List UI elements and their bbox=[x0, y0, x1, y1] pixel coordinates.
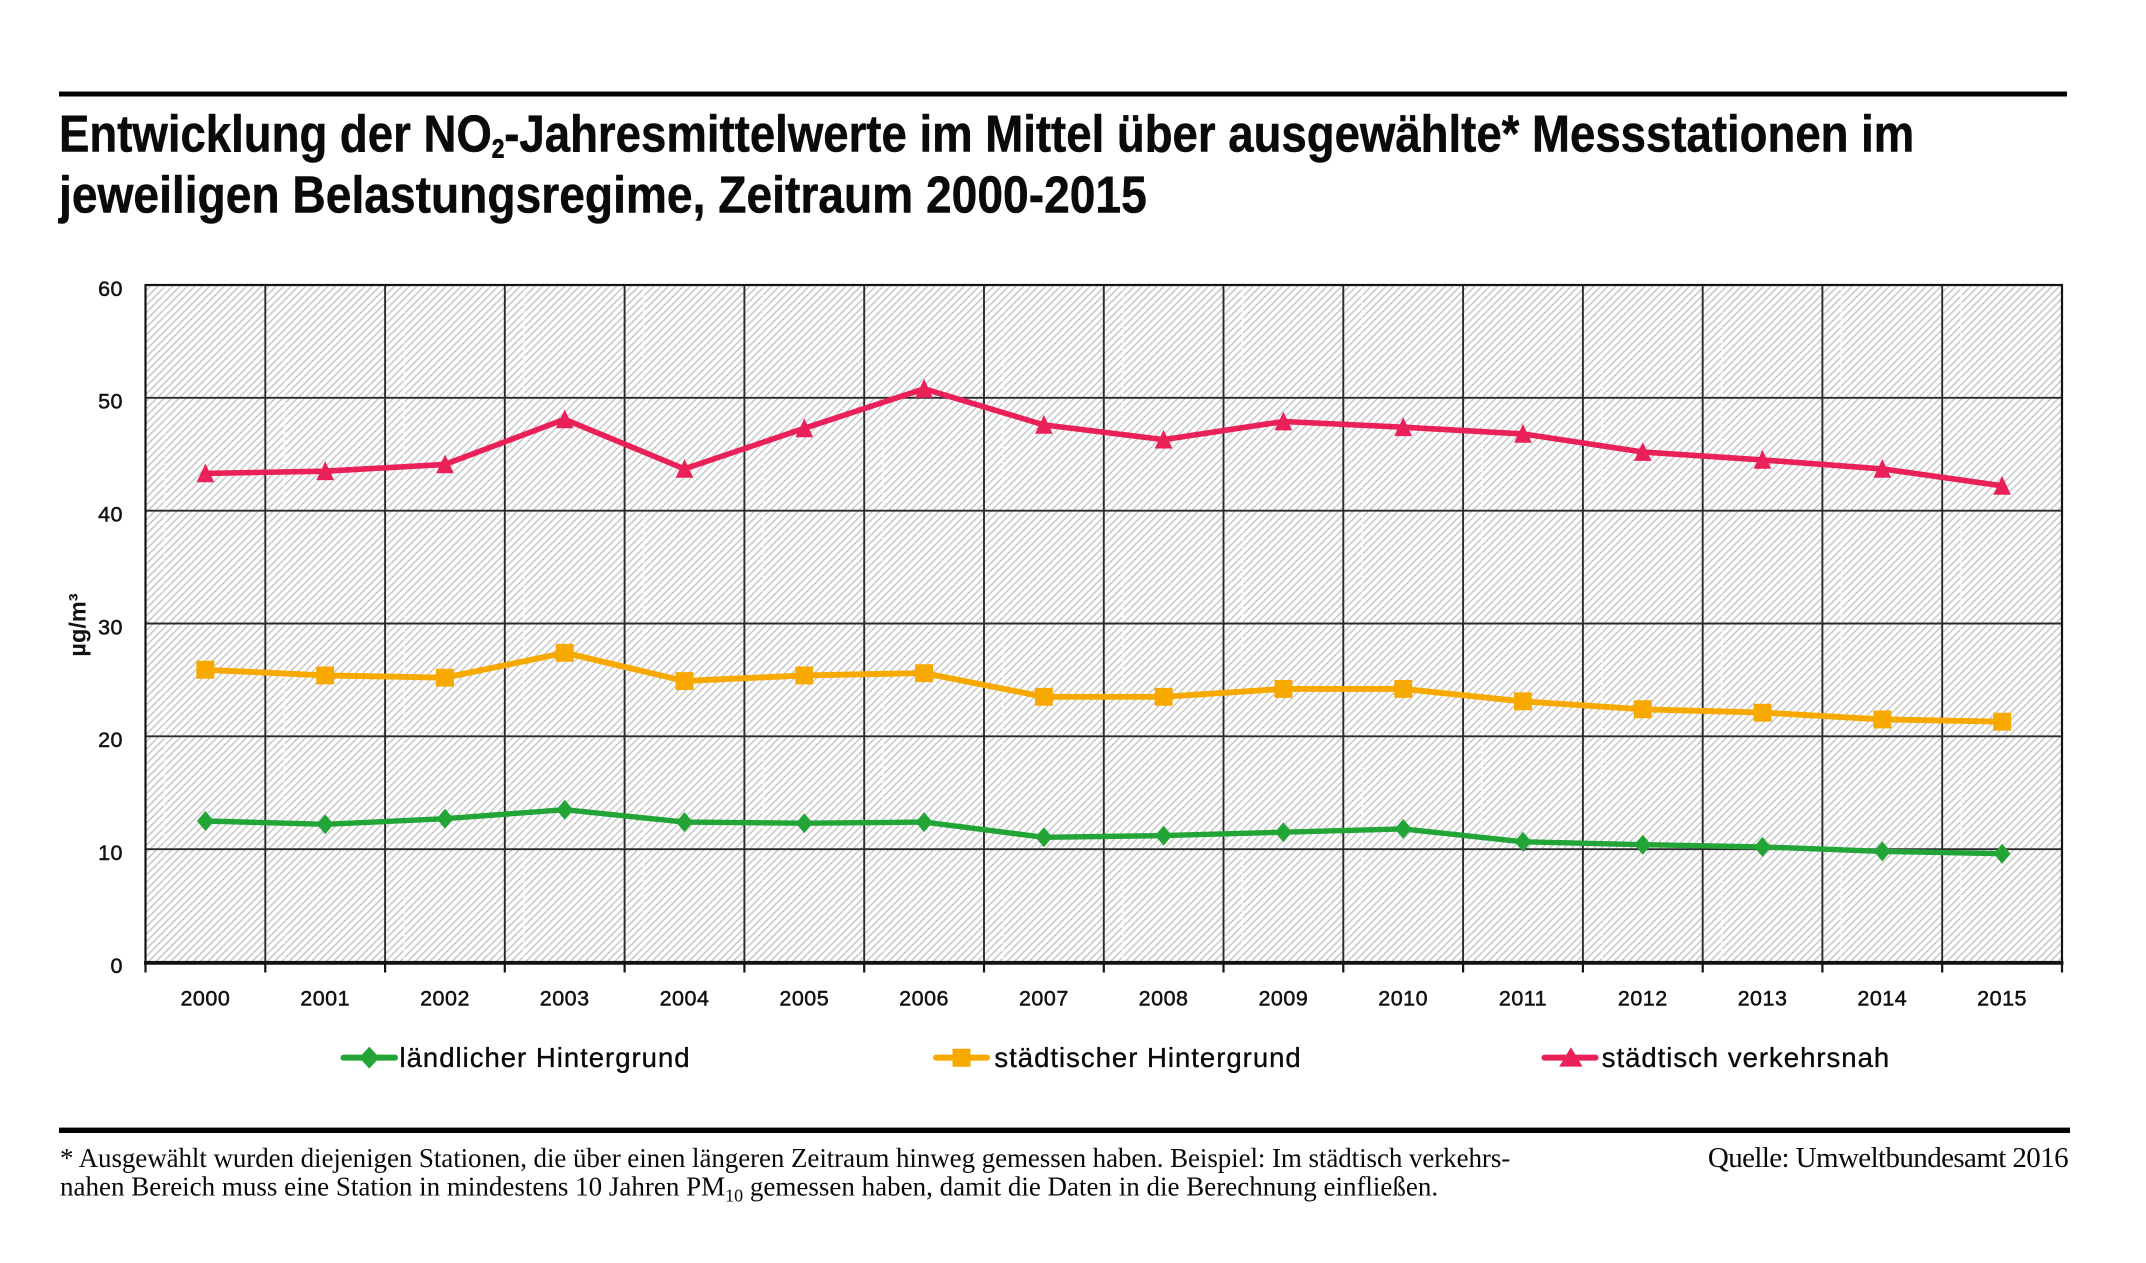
svg-text:städtischer Hintergrund: städtischer Hintergrund bbox=[994, 1042, 1301, 1073]
svg-text:2007: 2007 bbox=[1019, 986, 1069, 1010]
svg-text:jeweiligen Belastungsregime, Z: jeweiligen Belastungsregime, Zeitraum 20… bbox=[58, 166, 1147, 224]
svg-text:2014: 2014 bbox=[1857, 986, 1907, 1010]
svg-text:0: 0 bbox=[111, 954, 123, 978]
svg-text:Entwicklung der NO2-Jahresmitt: Entwicklung der NO2-Jahresmittelwerte im… bbox=[59, 106, 1914, 164]
svg-text:2009: 2009 bbox=[1258, 986, 1308, 1010]
svg-text:Quelle: Umweltbundesamt 2016: Quelle: Umweltbundesamt 2016 bbox=[1708, 1142, 2068, 1174]
svg-text:40: 40 bbox=[98, 503, 123, 527]
svg-text:2008: 2008 bbox=[1139, 986, 1189, 1010]
svg-text:2013: 2013 bbox=[1738, 986, 1788, 1010]
svg-text:2000: 2000 bbox=[180, 986, 230, 1010]
svg-text:60: 60 bbox=[98, 277, 123, 301]
svg-text:20: 20 bbox=[98, 728, 123, 752]
svg-text:2012: 2012 bbox=[1618, 986, 1668, 1010]
svg-text:10: 10 bbox=[98, 841, 123, 865]
svg-text:2015: 2015 bbox=[1977, 986, 2027, 1010]
svg-text:ländlicher Hintergrund: ländlicher Hintergrund bbox=[400, 1042, 691, 1073]
svg-text:2006: 2006 bbox=[899, 986, 949, 1010]
svg-text:2010: 2010 bbox=[1378, 986, 1428, 1010]
svg-text:2001: 2001 bbox=[300, 986, 350, 1010]
svg-text:30: 30 bbox=[98, 615, 123, 639]
svg-text:nahen Bereich muss eine Statio: nahen Bereich muss eine Station in minde… bbox=[60, 1171, 1438, 1205]
svg-text:2003: 2003 bbox=[540, 986, 590, 1010]
svg-text:2004: 2004 bbox=[660, 986, 710, 1010]
svg-text:städtisch verkehrsnah: städtisch verkehrsnah bbox=[1602, 1042, 1891, 1073]
svg-text:2002: 2002 bbox=[420, 986, 470, 1010]
svg-text:* Ausgewählt wurden diejenigen: * Ausgewählt wurden diejenigen Stationen… bbox=[60, 1143, 1510, 1173]
svg-text:µg/m³: µg/m³ bbox=[65, 593, 91, 656]
svg-text:2011: 2011 bbox=[1499, 986, 1547, 1010]
svg-text:50: 50 bbox=[98, 390, 123, 414]
svg-text:2005: 2005 bbox=[779, 986, 829, 1010]
